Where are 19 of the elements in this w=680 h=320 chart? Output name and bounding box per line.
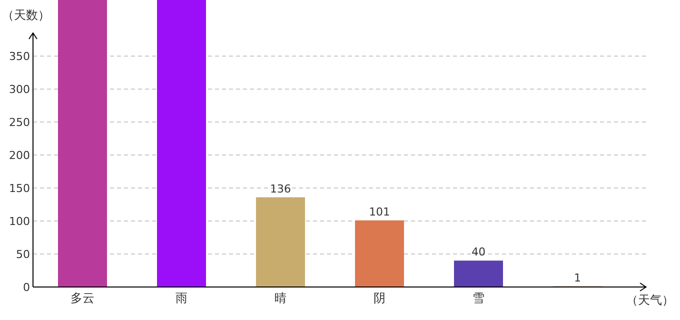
y-tick-label: 150	[9, 182, 30, 196]
y-tick-label: 250	[9, 116, 30, 130]
y-tick-label: 50	[16, 248, 30, 262]
x-tick-label: 多云	[70, 291, 94, 305]
data-label: 101	[369, 205, 390, 218]
y-tick-label: 350	[9, 50, 30, 64]
data-label: 136	[270, 182, 291, 196]
y-tick-label: 300	[9, 83, 30, 96]
data-label: 1	[574, 271, 581, 284]
x-axis-title: （天气）	[626, 293, 674, 307]
data-label: 40	[472, 246, 486, 259]
x-tick-label: 晴	[274, 291, 286, 305]
x-tick-label: 雪	[472, 291, 484, 305]
x-tick-label: 雨	[176, 291, 188, 305]
x-tick-label: 阴	[374, 291, 386, 305]
y-tick-label: 0	[23, 281, 30, 294]
y-tick-label: 200	[9, 149, 30, 162]
y-axis-title: （天数）	[2, 8, 50, 22]
y-tick-label: 100	[9, 215, 30, 228]
